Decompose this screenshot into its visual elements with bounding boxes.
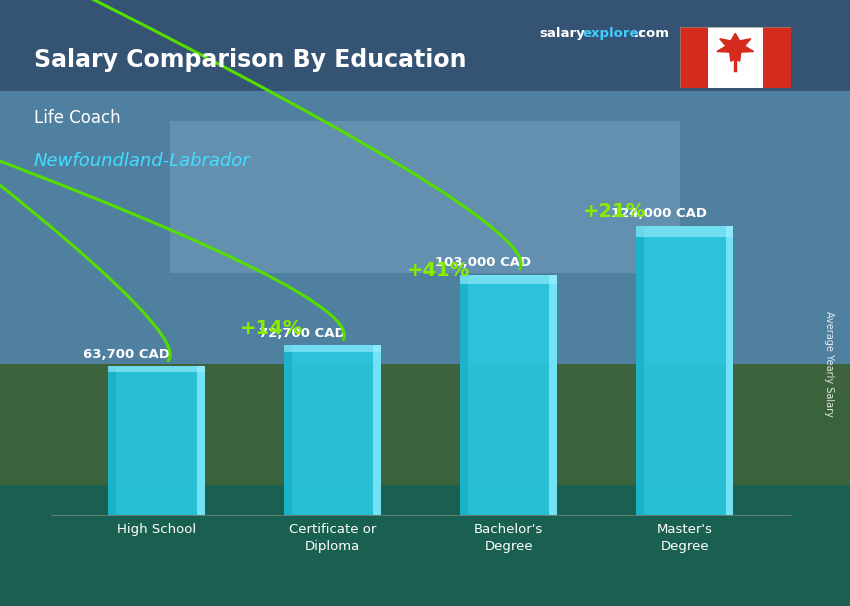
Text: explorer: explorer xyxy=(582,27,645,40)
Text: Newfoundland-Labrador: Newfoundland-Labrador xyxy=(34,152,251,170)
Bar xyxy=(0,0,850,91)
Text: .com: .com xyxy=(633,27,669,40)
Bar xyxy=(284,345,292,515)
Bar xyxy=(108,367,205,372)
Bar xyxy=(680,27,707,88)
Text: Salary Comparison By Education: Salary Comparison By Education xyxy=(34,48,467,73)
Bar xyxy=(461,275,558,515)
Bar xyxy=(197,367,205,515)
Bar xyxy=(0,364,850,515)
Text: 124,000 CAD: 124,000 CAD xyxy=(611,207,707,220)
Text: salary: salary xyxy=(540,27,586,40)
Text: 72,700 CAD: 72,700 CAD xyxy=(258,327,345,339)
Bar xyxy=(461,275,468,515)
Bar xyxy=(549,275,558,515)
Bar xyxy=(707,27,763,88)
Text: Life Coach: Life Coach xyxy=(34,109,121,127)
Bar xyxy=(0,0,850,394)
Bar xyxy=(637,225,644,515)
Bar xyxy=(726,225,734,515)
Bar xyxy=(637,225,734,515)
Bar xyxy=(284,345,381,515)
Polygon shape xyxy=(717,33,754,61)
Text: +21%: +21% xyxy=(583,202,646,221)
Bar xyxy=(170,121,680,273)
Text: 63,700 CAD: 63,700 CAD xyxy=(82,348,169,361)
Bar xyxy=(108,367,205,515)
Text: 103,000 CAD: 103,000 CAD xyxy=(435,256,531,269)
Text: Average Yearly Salary: Average Yearly Salary xyxy=(824,311,834,416)
Bar xyxy=(284,345,381,352)
Text: +14%: +14% xyxy=(240,319,303,338)
Bar xyxy=(0,485,850,606)
Bar xyxy=(637,225,734,238)
Bar xyxy=(108,367,116,515)
Bar xyxy=(763,27,791,88)
Bar xyxy=(461,275,558,284)
Text: +41%: +41% xyxy=(407,261,470,279)
Bar xyxy=(373,345,381,515)
